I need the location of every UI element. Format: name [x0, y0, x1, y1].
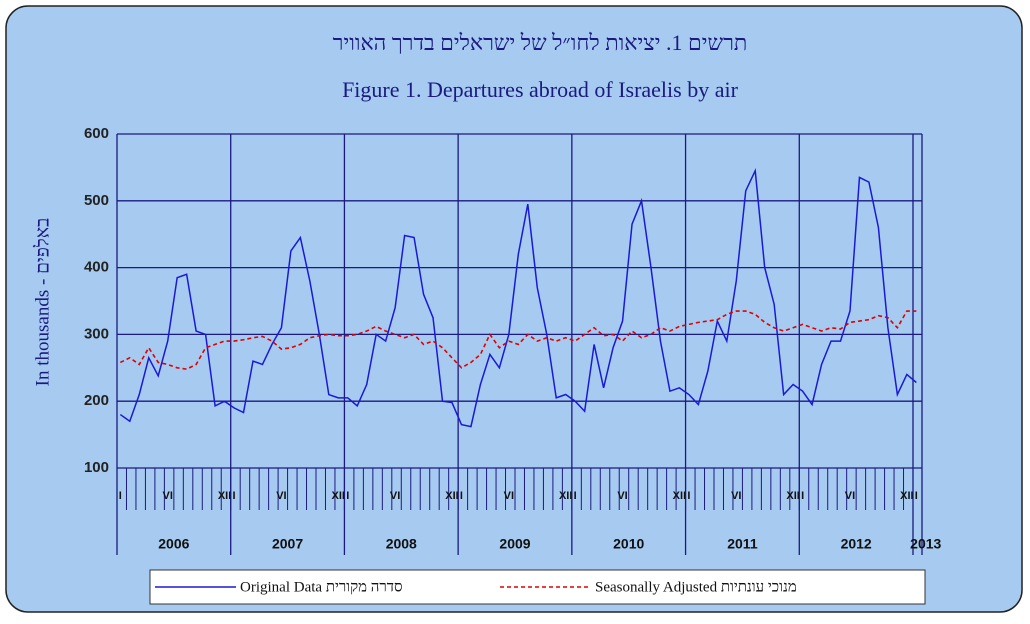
x-tick-label: XII	[218, 490, 231, 502]
x-tick-label: VI	[731, 490, 741, 502]
y-tick-label: 600	[84, 125, 109, 142]
x-tick-label: XII	[673, 490, 686, 502]
x-tick-label: VI	[845, 490, 855, 502]
x-tick-label: I	[346, 490, 349, 502]
chart-title: Figure 1. Departures abroad of Israelis …	[342, 77, 739, 102]
x-tick-label: XII	[900, 490, 913, 502]
legend-label: Seasonally Adjusted מנוכי עונתיות	[595, 579, 797, 595]
x-tick-label: I	[687, 490, 690, 502]
x-tick-label: I	[915, 490, 918, 502]
y-tick-label: 400	[84, 259, 109, 276]
x-tick-label: XII	[786, 490, 799, 502]
chart-background	[5, 5, 1023, 613]
y-tick-label: 300	[84, 325, 109, 342]
y-tick-label: 500	[84, 192, 109, 209]
year-label: 2011	[727, 536, 758, 552]
year-label: 2012	[841, 536, 872, 552]
x-tick-label: I	[119, 490, 122, 502]
year-label: 2006	[158, 536, 189, 552]
x-tick-label: VI	[276, 490, 286, 502]
y-tick-label: 200	[84, 392, 109, 409]
x-tick-label: XII	[559, 490, 572, 502]
x-tick-label: I	[801, 490, 804, 502]
x-tick-label: VI	[390, 490, 400, 502]
x-tick-label: I	[460, 490, 463, 502]
x-tick-label: XII	[332, 490, 345, 502]
x-tick-label: VI	[617, 490, 627, 502]
legend-label: Original Data סדרה מקורית	[240, 579, 403, 595]
x-tick-label: I	[574, 490, 577, 502]
x-tick-label: VI	[162, 490, 172, 502]
x-tick-label: VI	[504, 490, 514, 502]
year-label: 2013	[910, 536, 941, 552]
year-label: 2010	[613, 536, 644, 552]
x-tick-label: XII	[445, 490, 458, 502]
series-line	[119, 167, 917, 428]
chart-title-hebrew: תרשים 1. יציאות לחו״ל של ישראלים בדרך הא…	[333, 30, 748, 55]
x-tick-label: I	[232, 490, 235, 502]
y-axis-label: In thousands - באלפים	[32, 218, 53, 387]
year-label: 2008	[386, 536, 417, 552]
series-line	[119, 310, 917, 370]
y-tick-label: 100	[84, 459, 109, 476]
year-label: 2009	[499, 536, 530, 552]
year-label: 2007	[272, 536, 303, 552]
